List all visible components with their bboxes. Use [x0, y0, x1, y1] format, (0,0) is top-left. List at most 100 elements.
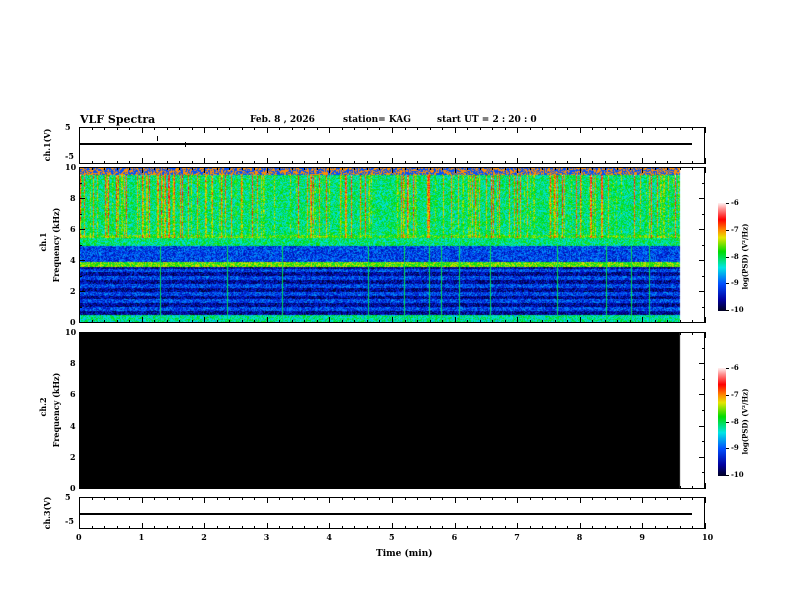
x-tick: [116, 127, 118, 130]
x-tick: [141, 483, 143, 489]
x-tick: [529, 526, 531, 529]
x-tick: [379, 486, 381, 489]
x-tick: [554, 486, 556, 489]
x-tick: [179, 497, 181, 500]
x-tick: [141, 317, 143, 323]
x-tick: [129, 486, 131, 489]
x-tick: [79, 127, 80, 133]
x-tick: [705, 127, 706, 133]
x-tick-label: 8: [576, 532, 583, 542]
x-tick: [329, 483, 331, 489]
y-tick: [79, 425, 85, 427]
colorbar-tick: [726, 256, 729, 258]
x-tick: [191, 161, 193, 164]
x-tick: [567, 161, 569, 164]
station-label: station= KAG: [343, 115, 411, 125]
x-tick: [279, 497, 281, 500]
y-tick: [702, 472, 705, 474]
x-tick: [354, 320, 356, 323]
x-tick: [504, 127, 506, 130]
x-tick: [366, 127, 368, 130]
x-tick: [366, 320, 368, 323]
y-tick-label: 5: [65, 122, 71, 132]
x-tick: [241, 320, 243, 323]
x-tick: [542, 167, 544, 170]
x-tick-label: 9: [639, 532, 645, 542]
x-tick: [692, 332, 694, 335]
figure-title: VLF Spectra: [80, 113, 156, 126]
x-tick: [454, 497, 456, 503]
y-tick: [79, 332, 85, 333]
colorbar-tick-label: -9: [731, 278, 739, 288]
x-tick: [617, 486, 619, 489]
x-tick: [91, 497, 93, 500]
x-tick: [642, 332, 644, 338]
x-tick: [79, 523, 80, 529]
x-tick: [454, 483, 456, 489]
x-tick: [404, 526, 406, 529]
x-tick: [442, 161, 444, 164]
date-label: Feb. 8 , 2026: [250, 115, 315, 125]
x-tick: [316, 332, 318, 335]
x-tick: [667, 161, 669, 164]
x-tick: [91, 167, 93, 170]
x-tick-label: 1: [138, 532, 145, 542]
x-tick: [129, 167, 131, 170]
x-tick: [91, 320, 93, 323]
x-tick: [667, 167, 669, 170]
x-tick: [442, 526, 444, 529]
x-tick: [429, 332, 431, 335]
ch3-signal-line: [79, 513, 693, 515]
ch1-spectrogram-panel: [79, 167, 705, 323]
x-tick: [279, 332, 281, 335]
y-tick: [79, 260, 85, 261]
x-tick: [604, 167, 606, 170]
x-tick: [517, 332, 519, 338]
y-tick: [79, 488, 85, 489]
x-tick: [241, 332, 243, 335]
x-tick: [442, 320, 444, 323]
x-tick: [291, 497, 293, 500]
x-tick: [291, 526, 293, 529]
colorbar-tick-label: -10: [731, 470, 744, 479]
x-tick: [116, 161, 118, 164]
colorbar-tick: [726, 475, 729, 476]
x-tick: [379, 497, 381, 500]
x-tick: [141, 158, 143, 164]
x-tick: [241, 167, 243, 170]
x-tick: [104, 167, 106, 170]
x-tick: [554, 161, 556, 164]
x-tick: [104, 127, 106, 130]
x-tick: [467, 320, 469, 323]
y-tick-label: 5: [65, 492, 71, 502]
x-tick: [442, 497, 444, 500]
x-tick-label: 4: [326, 532, 332, 542]
x-tick: [366, 161, 368, 164]
x-tick: [141, 332, 143, 338]
x-tick: [279, 486, 281, 489]
x-tick: [204, 483, 206, 489]
x-tick: [91, 486, 93, 489]
x-tick: [404, 167, 406, 170]
x-tick: [279, 526, 281, 529]
x-tick: [617, 127, 619, 130]
ch2-colorbar-label: log(PSD) (V²/Hz): [740, 388, 750, 455]
x-tick: [304, 486, 306, 489]
y-tick: [699, 488, 705, 489]
x-tick: [579, 317, 581, 323]
x-tick: [79, 332, 80, 338]
x-tick: [429, 497, 431, 500]
y-tick: [699, 291, 705, 292]
x-tick: [341, 161, 343, 164]
start-time-label: start UT = 2 : 20 : 0: [437, 115, 537, 125]
x-tick: [554, 526, 556, 529]
x-tick: [79, 158, 80, 164]
x-tick: [654, 320, 656, 323]
colorbar-tick-label: -8: [731, 416, 739, 426]
x-tick: [154, 526, 156, 529]
x-tick: [604, 127, 606, 130]
x-tick: [429, 320, 431, 323]
x-tick: [79, 497, 80, 503]
x-tick: [116, 486, 118, 489]
x-tick: [366, 332, 368, 335]
